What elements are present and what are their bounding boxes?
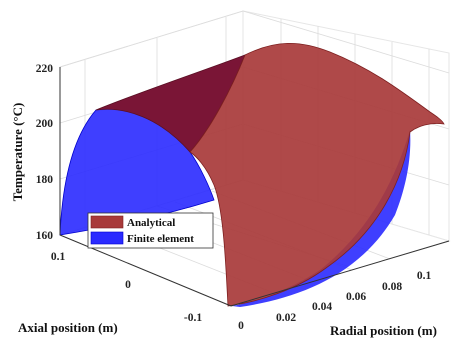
x-tick-0.08: 0.08 bbox=[382, 281, 402, 293]
x-tick-0.02: 0.02 bbox=[276, 312, 296, 324]
legend-label-finite-element: Finite element bbox=[127, 233, 194, 245]
z-axis-title: Temperature (°C) bbox=[10, 103, 25, 202]
grid-z-220-right bbox=[242, 10, 450, 74]
z-tick-200: 200 bbox=[36, 118, 54, 130]
x-axis-title: Radial position (m) bbox=[330, 323, 437, 338]
legend-label-analytical: Analytical bbox=[127, 217, 175, 229]
analytical-surface-front bbox=[189, 42, 445, 307]
legend-swatch-analytical bbox=[90, 215, 124, 229]
x-tick-0.1: 0.1 bbox=[417, 270, 432, 282]
y-tick-0: 0 bbox=[125, 279, 131, 291]
x-tick-labels: 0 0.02 0.04 0.06 0.08 0.1 bbox=[238, 270, 431, 332]
surfaces bbox=[59, 42, 445, 307]
y-tick-neg0.1: -0.1 bbox=[184, 312, 202, 324]
y-tick-0.1: 0.1 bbox=[51, 251, 66, 263]
x-tick-0: 0 bbox=[238, 320, 244, 332]
y-tick-labels: 0.1 0 -0.1 bbox=[51, 251, 203, 324]
grid-z-220-left bbox=[59, 10, 244, 68]
x-axis-line bbox=[230, 240, 450, 307]
legend: Analytical Finite element bbox=[87, 212, 214, 249]
legend-swatch-finite-element bbox=[90, 231, 124, 245]
x-tick-0.04: 0.04 bbox=[312, 301, 332, 313]
z-tick-160: 160 bbox=[36, 230, 54, 242]
x-tick-0.06: 0.06 bbox=[346, 291, 366, 303]
y-axis-title: Axial position (m) bbox=[18, 320, 118, 335]
z-tick-220: 220 bbox=[36, 63, 54, 75]
z-tick-180: 180 bbox=[36, 174, 54, 186]
z-tick-labels: 160 180 200 220 bbox=[36, 63, 54, 242]
